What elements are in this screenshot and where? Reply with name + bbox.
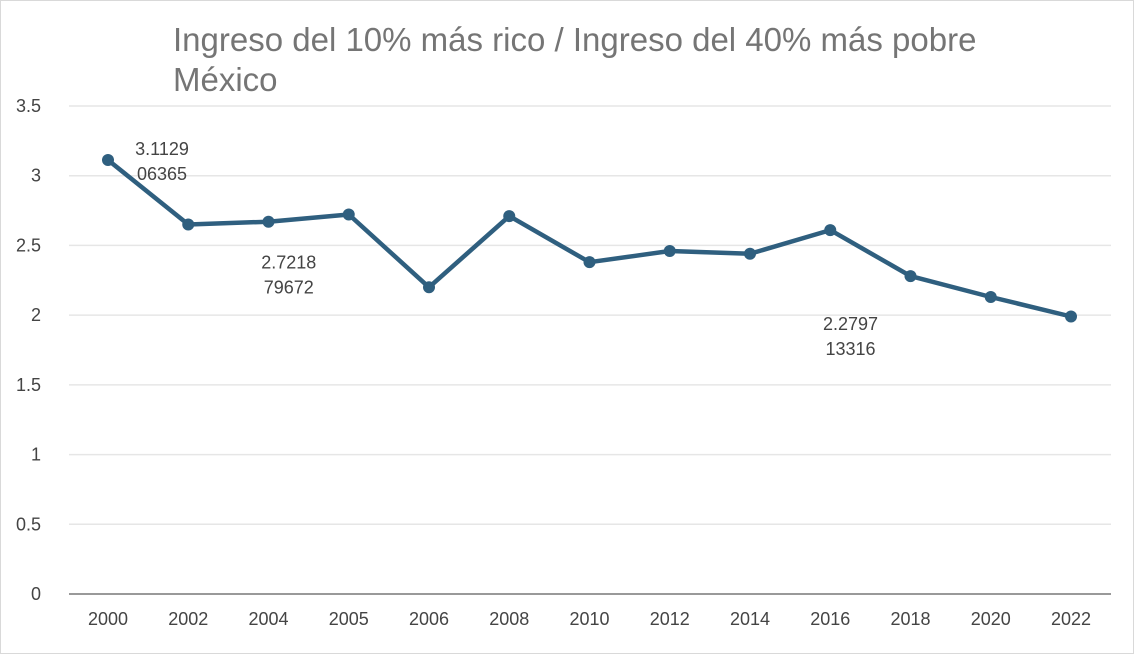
data-point bbox=[503, 210, 516, 223]
x-tick-label: 2002 bbox=[168, 609, 208, 629]
data-label: 2.7218 bbox=[261, 252, 316, 272]
y-tick-label: 1 bbox=[31, 445, 41, 465]
y-tick-label: 0.5 bbox=[16, 514, 41, 534]
data-label: 3.1129 bbox=[135, 139, 189, 159]
y-tick-label: 2 bbox=[31, 305, 41, 325]
x-tick-label: 2004 bbox=[248, 609, 288, 629]
data-point bbox=[1065, 310, 1077, 323]
x-tick-label: 2020 bbox=[971, 609, 1011, 629]
data-point bbox=[744, 247, 756, 260]
x-tick-label: 2022 bbox=[1051, 609, 1091, 629]
data-label: 2.2797 bbox=[823, 314, 878, 334]
data-point bbox=[663, 245, 676, 258]
x-tick-label: 2016 bbox=[810, 609, 850, 629]
x-tick-label: 2005 bbox=[329, 609, 369, 629]
y-tick-label: 3 bbox=[31, 166, 41, 186]
y-tick-label: 3.5 bbox=[16, 96, 41, 116]
x-tick-label: 2018 bbox=[890, 609, 930, 629]
data-point bbox=[342, 208, 355, 221]
data-point bbox=[583, 256, 596, 269]
y-axis-tick-labels: 0 0.5 1 1.5 2 2.5 3 3.5 bbox=[16, 96, 41, 604]
x-tick-label: 2000 bbox=[88, 609, 128, 629]
data-point bbox=[262, 215, 275, 228]
data-point bbox=[102, 153, 114, 166]
chart-subtitle: México bbox=[173, 61, 278, 98]
y-tick-label: 0 bbox=[31, 584, 41, 604]
x-tick-label: 2010 bbox=[569, 609, 609, 629]
y-tick-label: 1.5 bbox=[16, 375, 41, 395]
series-line bbox=[105, 157, 1074, 319]
x-tick-label: 2008 bbox=[489, 609, 529, 629]
data-point bbox=[423, 281, 435, 294]
series-group bbox=[102, 153, 1077, 323]
x-axis-tick-labels: 2000 2002 2004 2005 2006 2008 2010 2012 2014 2016… bbox=[88, 609, 1091, 629]
y-tick-label: 2.5 bbox=[16, 235, 41, 255]
x-tick-label: 2012 bbox=[650, 609, 690, 629]
data-label: 06365 bbox=[137, 164, 187, 184]
data-label: 13316 bbox=[825, 339, 875, 359]
gridlines bbox=[69, 105, 1111, 595]
data-point bbox=[824, 224, 837, 237]
x-tick-label: 2006 bbox=[409, 609, 449, 629]
data-label: 79672 bbox=[264, 277, 314, 297]
chart-title: Ingreso del 10% más rico / Ingreso del 4… bbox=[173, 21, 976, 58]
data-labels: 3.1129 06365 2.7218 79672 2.2797 13316 bbox=[135, 139, 878, 359]
x-tick-label: 2014 bbox=[730, 609, 770, 629]
data-point bbox=[904, 270, 917, 283]
data-point bbox=[984, 291, 997, 304]
data-point bbox=[182, 218, 195, 231]
